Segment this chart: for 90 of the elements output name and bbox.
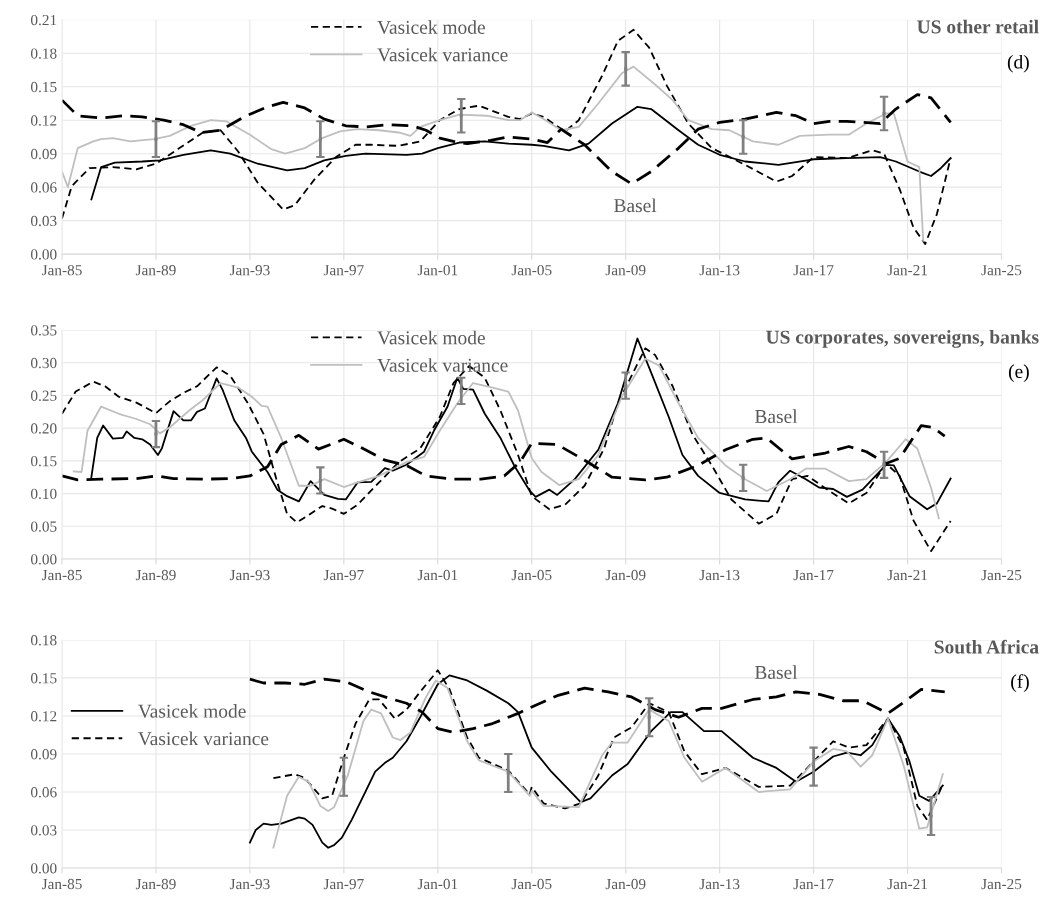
point [154,432,158,436]
point [741,476,745,480]
y-tick-label: 0.18 [30,48,57,59]
x-tick-label: Jan-13 [699,569,740,581]
annotation: Basel [754,665,798,679]
y-tick-label: 0.30 [30,357,57,369]
annotation: Basel [614,198,657,213]
point [154,137,158,141]
x-tick-label: Jan-09 [605,264,646,276]
y-tick-label: 0.25 [30,390,57,401]
y-tick-label: 0.00 [30,249,57,260]
legend-label: Vasicek variance [377,358,508,372]
y-tick-label: 0.05 [30,521,57,532]
legend-label: Vasicek mode [377,20,485,35]
point [506,771,510,775]
x-tick-label: Jan-85 [41,264,82,276]
y-tick-label: 0.15 [30,81,57,93]
point [647,715,651,719]
x-tick-label: Jan-25 [981,265,1022,276]
y-tick-label: 0.06 [30,787,57,798]
y-tick-label: 0.10 [30,488,57,500]
point [624,67,628,71]
x-tick-label: Jan-17 [793,265,834,276]
point [741,135,745,139]
x-tick-label: Jan-25 [981,878,1022,890]
point [318,137,322,141]
y-tick-label: 0.35 [30,325,57,336]
y-tick-label: 0.15 [30,456,57,467]
x-tick-label: Jan-13 [699,265,740,276]
point [882,111,886,116]
x-tick-label: Jan-89 [135,878,176,890]
text: (f) [1011,674,1029,692]
y-tick-label: 0.03 [30,825,57,836]
x-tick-label: Jan-05 [511,569,552,581]
x-tick-label: Jan-21 [887,265,927,276]
x-tick-label: Jan-05 [511,264,552,276]
legend-label: Vasicek variance [377,47,508,62]
y-tick-label: 0.03 [30,215,57,227]
y-tick-label: 0.09 [30,148,57,160]
y-tick-label: 0.12 [30,115,57,126]
x-tick-label: Jan-01 [417,569,458,581]
x-tick-label: Jan-93 [229,878,270,890]
annotation: Basel [754,409,798,424]
x-tick-label: Jan-17 [793,878,834,890]
x-tick-label: Jan-01 [417,264,458,276]
x-tick-label: Jan-09 [605,878,646,890]
x-tick-label: Jan-01 [417,878,458,890]
x-tick-label: Jan-89 [135,569,176,581]
point [929,814,933,818]
point [459,389,463,393]
point [882,463,886,467]
y-tick-label: 0.18 [30,635,57,646]
chart-title: US other retail [917,19,1039,34]
x-tick-label: Jan-05 [511,878,552,890]
x-tick-label: Jan-85 [41,878,82,890]
chart-title: US corporates, sovereigns, banks [766,330,1039,348]
y-tick-label: 0.12 [30,711,57,722]
x-tick-label: Jan-09 [605,569,646,581]
y-tick-label: 0.09 [30,749,57,760]
chart-title: South Africa [934,639,1039,654]
x-tick-label: Jan-93 [229,265,270,276]
y-tick-label: 0.15 [30,673,57,684]
x-tick-label: Jan-85 [41,569,82,581]
x-tick-label: Jan-97 [323,265,364,276]
x-tick-label: Jan-25 [981,569,1022,581]
line-series [62,65,925,242]
x-tick-label: Jan-89 [135,264,176,276]
y-tick-label: 0.20 [30,423,57,434]
y-tick-label: 0.21 [30,14,57,26]
point [318,478,322,483]
x-tick-label: Jan-13 [699,878,740,890]
text: (d) [1007,54,1029,73]
legend-label: Vasicek variance [138,731,269,746]
point [342,775,346,779]
point [624,384,628,388]
y-tick-label: 0.00 [30,863,57,874]
legend-label: Vasicek mode [138,704,246,718]
legend-label: Vasicek mode [377,330,485,345]
x-tick-label: Jan-97 [323,569,364,581]
x-tick-label: Jan-21 [887,878,927,890]
y-tick-label: 0.00 [30,554,57,565]
x-tick-label: Jan-17 [793,569,834,581]
point [459,114,463,118]
y-tick-label: 0.06 [30,182,57,193]
x-tick-label: Jan-93 [229,569,270,581]
x-tick-label: Jan-97 [323,878,364,890]
text: (e) [1008,364,1029,382]
x-tick-label: Jan-21 [887,569,927,581]
point [812,765,816,769]
line-series [72,357,940,520]
